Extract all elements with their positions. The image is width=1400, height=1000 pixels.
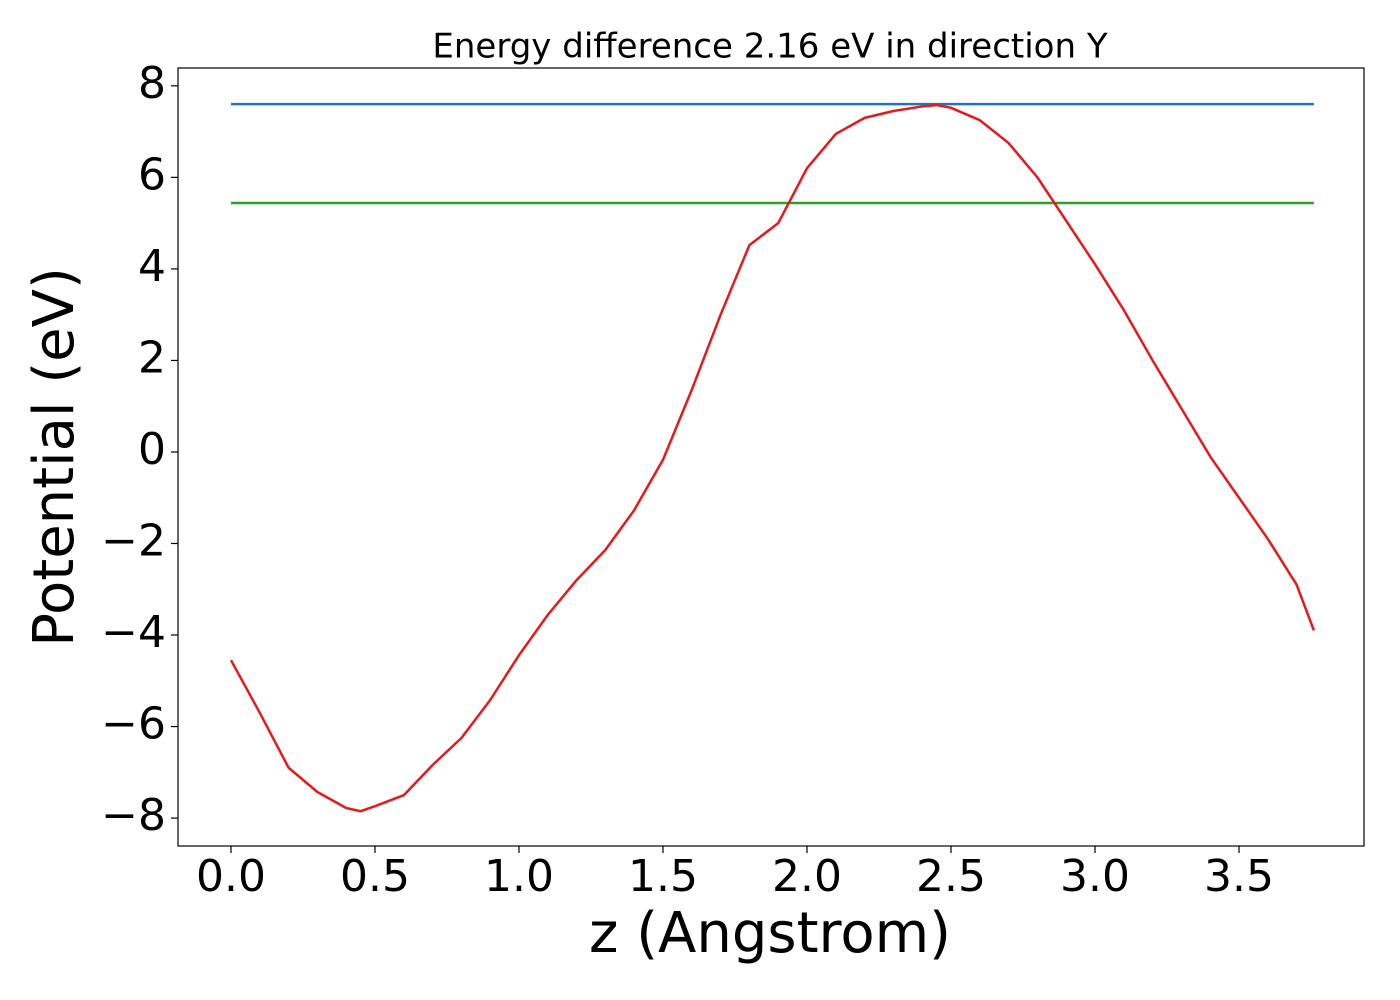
x-tick-label: 3.0 — [1060, 851, 1130, 902]
x-tick-label: 1.0 — [484, 851, 554, 902]
y-axis-label: Potential (eV) — [22, 267, 87, 647]
y-tick-label: 2 — [138, 332, 166, 383]
y-tick-label: 4 — [138, 241, 166, 292]
y-tick-label: −2 — [101, 515, 166, 566]
x-tick-label: 3.5 — [1204, 851, 1274, 902]
x-tick-label: 1.5 — [628, 851, 698, 902]
x-tick-label: 0.5 — [340, 851, 410, 902]
plot-frame — [177, 67, 1365, 847]
chart-title: Energy difference 2.16 eV in direction Y — [432, 27, 1107, 67]
x-tick-label: 2.0 — [772, 851, 842, 902]
y-tick-label: 6 — [138, 149, 166, 200]
y-tick-label: 8 — [138, 58, 166, 109]
x-tick-label: 2.5 — [916, 851, 986, 902]
x-axis-label: z (Angstrom) — [589, 901, 951, 966]
x-tick-label: 0.0 — [196, 851, 266, 902]
y-tick-label: −6 — [101, 699, 166, 750]
y-tick-label: −8 — [101, 790, 166, 841]
y-tick-label: −4 — [101, 607, 166, 658]
series-line — [229, 103, 1316, 813]
y-tick-label: 0 — [138, 424, 166, 475]
